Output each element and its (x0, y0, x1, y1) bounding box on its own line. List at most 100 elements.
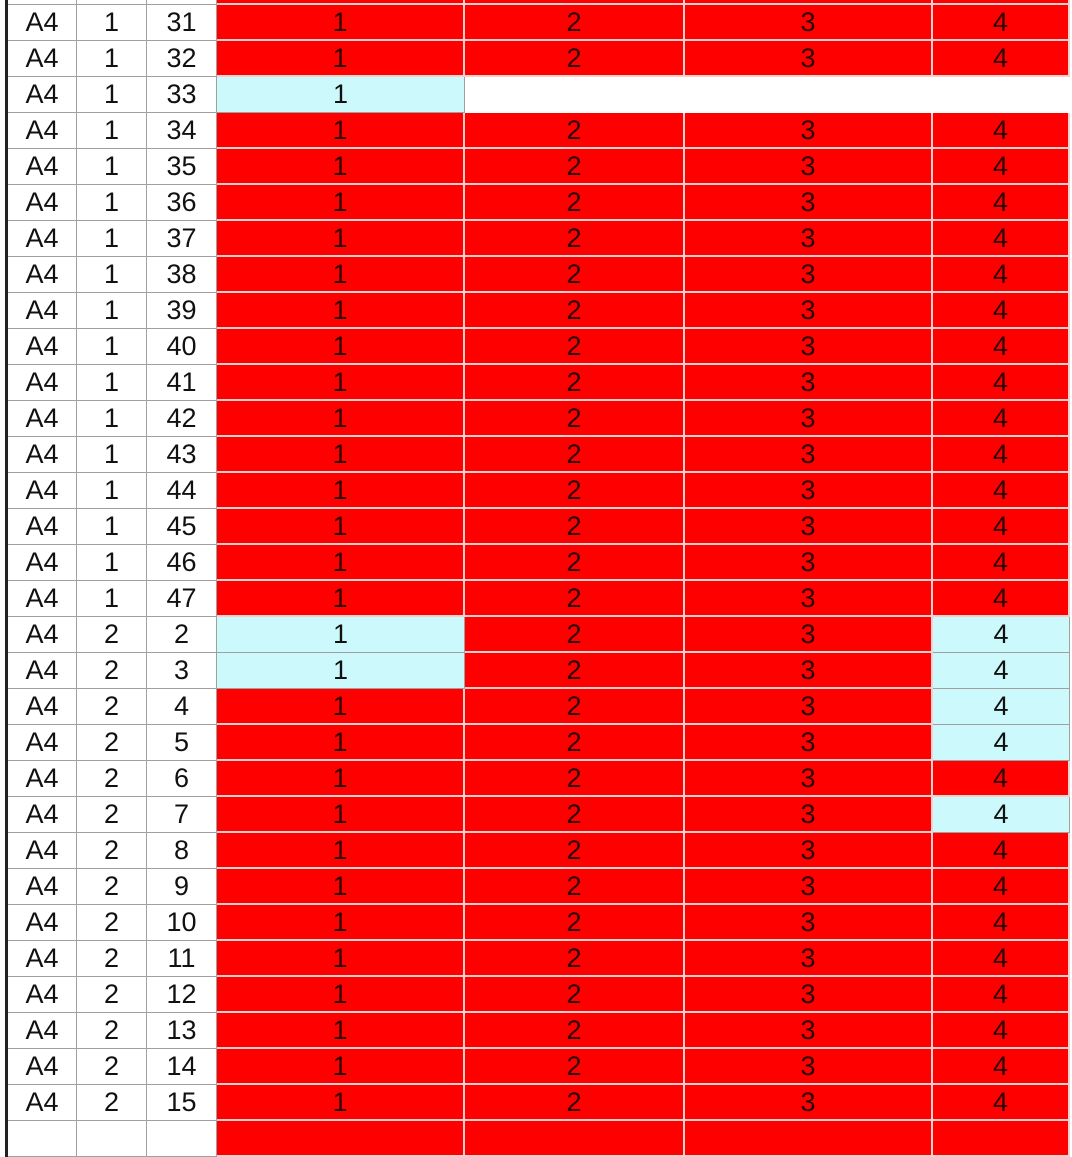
highlighted-cell[interactable]: 1 (217, 149, 465, 185)
highlighted-cell[interactable]: 3 (685, 293, 933, 329)
cell[interactable]: 1 (77, 293, 147, 329)
cell[interactable]: 2 (77, 869, 147, 905)
highlighted-cell[interactable]: 2 (465, 761, 685, 797)
cell[interactable]: 2 (77, 1013, 147, 1049)
highlighted-cell[interactable]: 3 (685, 761, 933, 797)
highlighted-cell[interactable]: 1 (217, 77, 465, 113)
highlighted-cell[interactable] (933, 0, 1070, 5)
cell[interactable]: A4 (8, 689, 77, 725)
highlighted-cell[interactable]: 2 (465, 869, 685, 905)
highlighted-cell[interactable]: 4 (933, 1085, 1070, 1121)
cell[interactable]: A4 (8, 257, 77, 293)
highlighted-cell[interactable]: 4 (933, 401, 1070, 437)
cell[interactable]: A4 (8, 1085, 77, 1121)
highlighted-cell[interactable]: 1 (217, 617, 465, 653)
highlighted-cell[interactable]: 2 (465, 653, 685, 689)
cell[interactable]: 1 (77, 437, 147, 473)
highlighted-cell[interactable]: 2 (465, 1013, 685, 1049)
highlighted-cell[interactable]: 2 (465, 41, 685, 77)
highlighted-cell[interactable]: 2 (465, 941, 685, 977)
cell[interactable]: 7 (147, 797, 217, 833)
highlighted-cell[interactable] (217, 0, 465, 5)
cell[interactable]: A4 (8, 941, 77, 977)
highlighted-cell[interactable]: 4 (933, 41, 1070, 77)
cell[interactable] (147, 0, 217, 5)
cell[interactable]: 34 (147, 113, 217, 149)
cell[interactable]: A4 (8, 581, 77, 617)
cell[interactable]: 2 (77, 617, 147, 653)
highlighted-cell[interactable]: 2 (465, 689, 685, 725)
highlighted-cell[interactable]: 2 (465, 509, 685, 545)
cell[interactable]: 2 (77, 977, 147, 1013)
cell[interactable]: 2 (77, 725, 147, 761)
highlighted-cell[interactable]: 1 (217, 1085, 465, 1121)
cell[interactable]: 1 (77, 473, 147, 509)
highlighted-cell[interactable]: 2 (465, 1085, 685, 1121)
highlighted-cell[interactable] (465, 77, 685, 113)
cell[interactable]: 1 (77, 185, 147, 221)
highlighted-cell[interactable]: 3 (685, 581, 933, 617)
highlighted-cell[interactable]: 3 (685, 365, 933, 401)
highlighted-cell[interactable]: 1 (217, 365, 465, 401)
highlighted-cell[interactable]: 4 (933, 1049, 1070, 1085)
highlighted-cell[interactable]: 4 (933, 221, 1070, 257)
highlighted-cell[interactable]: 3 (685, 329, 933, 365)
highlighted-cell[interactable]: 4 (933, 761, 1070, 797)
highlighted-cell[interactable]: 4 (933, 509, 1070, 545)
cell[interactable]: 13 (147, 1013, 217, 1049)
cell[interactable] (77, 0, 147, 5)
cell[interactable]: A4 (8, 617, 77, 653)
cell[interactable]: 8 (147, 833, 217, 869)
cell[interactable]: 1 (77, 77, 147, 113)
highlighted-cell[interactable]: 1 (217, 1013, 465, 1049)
cell[interactable]: A4 (8, 1049, 77, 1085)
cell[interactable]: 31 (147, 5, 217, 41)
highlighted-cell[interactable]: 3 (685, 41, 933, 77)
highlighted-cell[interactable]: 2 (465, 581, 685, 617)
cell[interactable]: A4 (8, 365, 77, 401)
highlighted-cell[interactable]: 1 (217, 545, 465, 581)
highlighted-cell[interactable]: 3 (685, 869, 933, 905)
highlighted-cell[interactable]: 3 (685, 617, 933, 653)
cell[interactable]: 42 (147, 401, 217, 437)
cell[interactable] (77, 1121, 147, 1157)
highlighted-cell[interactable]: 2 (465, 365, 685, 401)
highlighted-cell[interactable]: 2 (465, 725, 685, 761)
highlighted-cell[interactable]: 2 (465, 257, 685, 293)
highlighted-cell[interactable]: 2 (465, 149, 685, 185)
cell[interactable]: 2 (77, 761, 147, 797)
highlighted-cell[interactable]: 4 (933, 905, 1070, 941)
highlighted-cell[interactable]: 4 (933, 617, 1070, 653)
highlighted-cell[interactable]: 2 (465, 617, 685, 653)
cell[interactable]: 39 (147, 293, 217, 329)
highlighted-cell[interactable]: 1 (217, 41, 465, 77)
cell[interactable]: 6 (147, 761, 217, 797)
cell[interactable]: 46 (147, 545, 217, 581)
cell[interactable]: A4 (8, 977, 77, 1013)
highlighted-cell[interactable]: 1 (217, 725, 465, 761)
cell[interactable]: 1 (77, 257, 147, 293)
highlighted-cell[interactable] (465, 0, 685, 5)
highlighted-cell[interactable]: 2 (465, 1049, 685, 1085)
cell[interactable]: A4 (8, 725, 77, 761)
highlighted-cell[interactable]: 3 (685, 473, 933, 509)
highlighted-cell[interactable] (685, 77, 933, 113)
highlighted-cell[interactable]: 2 (465, 833, 685, 869)
cell[interactable]: 2 (77, 941, 147, 977)
cell[interactable]: 2 (77, 1085, 147, 1121)
cell[interactable]: A4 (8, 77, 77, 113)
highlighted-cell[interactable] (685, 0, 933, 5)
cell[interactable]: 4 (147, 689, 217, 725)
highlighted-cell[interactable]: 2 (465, 185, 685, 221)
cell[interactable]: 40 (147, 329, 217, 365)
cell[interactable]: A4 (8, 5, 77, 41)
cell[interactable]: A4 (8, 221, 77, 257)
highlighted-cell[interactable]: 4 (933, 293, 1070, 329)
highlighted-cell[interactable]: 3 (685, 149, 933, 185)
highlighted-cell[interactable]: 4 (933, 5, 1070, 41)
highlighted-cell[interactable]: 3 (685, 905, 933, 941)
cell[interactable]: 38 (147, 257, 217, 293)
cell[interactable]: 35 (147, 149, 217, 185)
highlighted-cell[interactable]: 4 (933, 365, 1070, 401)
cell[interactable]: 3 (147, 653, 217, 689)
